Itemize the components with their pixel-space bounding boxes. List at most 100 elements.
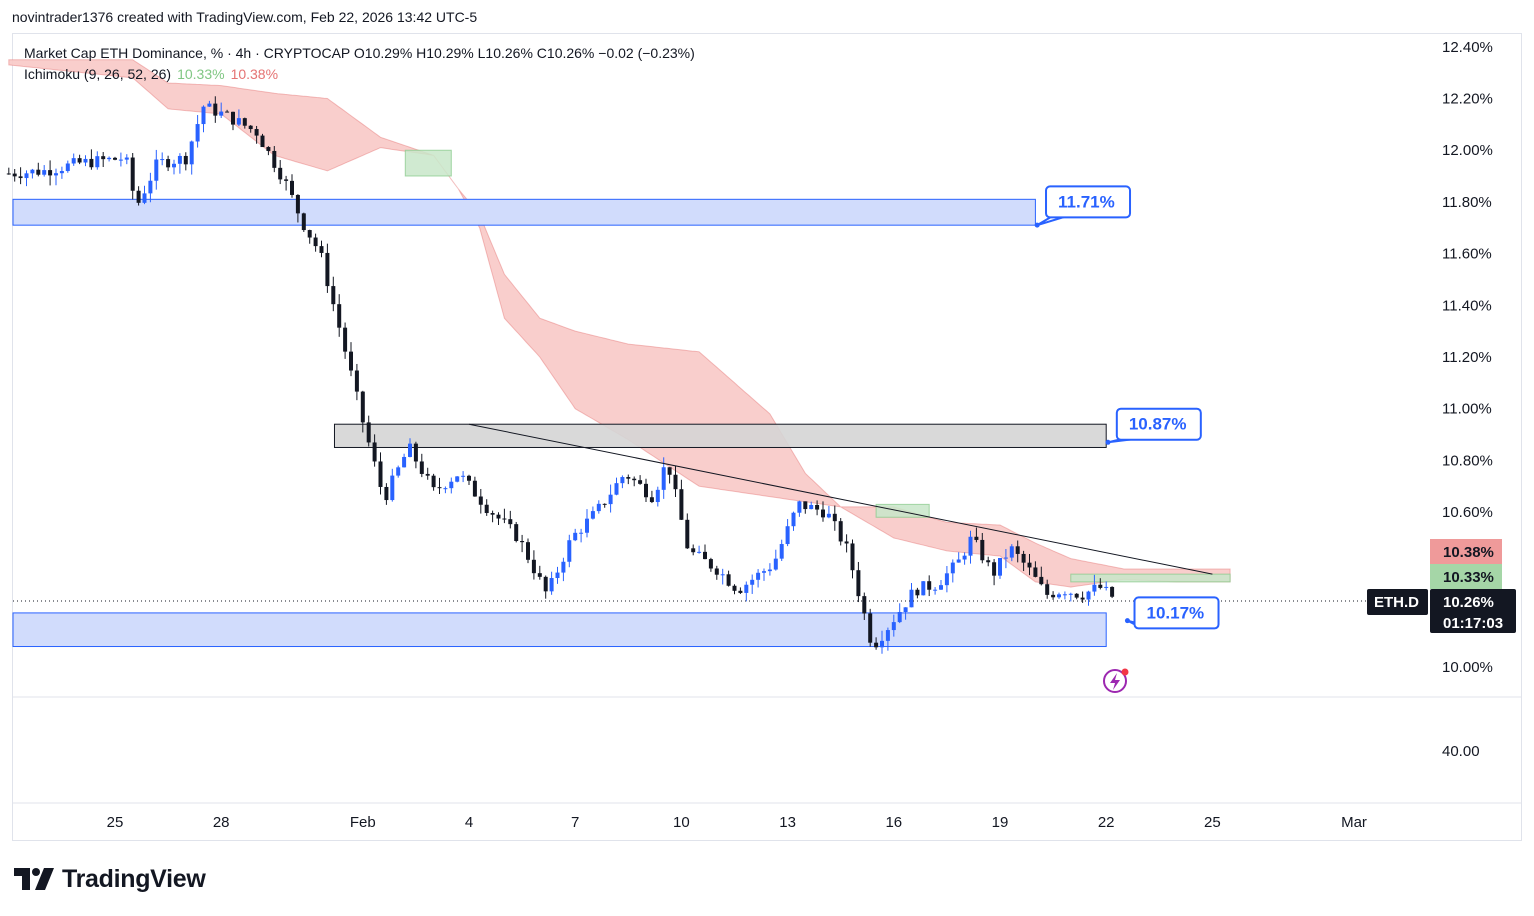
candle-body bbox=[360, 391, 365, 423]
x-tick-label: 28 bbox=[213, 814, 230, 831]
price-axis[interactable]: 12.40% 12.20% 12.00% 11.80% 11.60% 11.40% 11.2… bbox=[1442, 39, 1493, 676]
candle-body bbox=[644, 483, 648, 498]
candle-body bbox=[1074, 593, 1079, 598]
candle-body bbox=[1027, 562, 1032, 568]
candle-body bbox=[685, 519, 690, 549]
time-axis[interactable]: 25 28 Feb 4 7 10 13 16 19 22 25 Mar bbox=[107, 814, 1367, 831]
callout-box[interactable] bbox=[1115, 407, 1202, 441]
candle-body bbox=[89, 158, 94, 168]
candle-body bbox=[449, 481, 454, 489]
y-tick-label: 10.80% bbox=[1442, 452, 1493, 469]
ichimoku-cloud-bearish bbox=[8, 59, 1231, 588]
x-tick-label: 22 bbox=[1098, 814, 1115, 831]
indicator-value-2: 10.38% bbox=[230, 66, 279, 82]
candle-body bbox=[750, 579, 755, 585]
descending-trendline[interactable] bbox=[468, 423, 1213, 575]
y-tick-label: 12.40% bbox=[1442, 39, 1493, 56]
callout-label: 11.71% bbox=[1058, 192, 1115, 211]
candle-body bbox=[856, 570, 861, 597]
candle-body bbox=[195, 124, 200, 142]
candle-body bbox=[113, 157, 117, 160]
alert-lightning-icon[interactable] bbox=[1103, 668, 1129, 693]
candle-body bbox=[1110, 586, 1115, 597]
candle-body bbox=[1068, 593, 1073, 595]
support-zone-lower[interactable] bbox=[12, 612, 1107, 648]
resistance-zone-middle[interactable] bbox=[333, 423, 1107, 448]
x-tick-label: Feb bbox=[350, 814, 376, 831]
chart-frame bbox=[12, 33, 1522, 841]
candle-body bbox=[319, 246, 324, 253]
candle-body bbox=[354, 370, 359, 392]
candle-body bbox=[885, 630, 890, 641]
candle-body bbox=[42, 170, 47, 175]
candle-body bbox=[992, 562, 997, 576]
candle-body bbox=[756, 572, 761, 580]
candle-body bbox=[909, 589, 914, 608]
symbol-tag[interactable]: ETH.D bbox=[1367, 589, 1428, 615]
candle-body bbox=[107, 157, 112, 160]
candle-body bbox=[266, 147, 271, 151]
candle-body bbox=[325, 252, 330, 287]
candle-body bbox=[301, 213, 306, 231]
candle-body bbox=[408, 443, 412, 457]
callout-box[interactable] bbox=[1045, 185, 1132, 219]
candle-body bbox=[59, 171, 64, 174]
x-tick-label: 25 bbox=[107, 814, 124, 831]
candle-body bbox=[1039, 576, 1044, 585]
y-tick-label: 12.20% bbox=[1442, 91, 1493, 108]
candle-body bbox=[142, 193, 147, 203]
candle-body bbox=[1098, 584, 1103, 588]
candle-body bbox=[183, 155, 188, 165]
symbol-label: ETH.D bbox=[1374, 594, 1419, 611]
y-tick-label: 12.00% bbox=[1442, 142, 1493, 159]
x-tick-label: 7 bbox=[571, 814, 579, 831]
candle-body bbox=[260, 135, 265, 148]
candle-body bbox=[726, 574, 731, 586]
y-tick-label: 11.80% bbox=[1442, 194, 1492, 211]
candle-body bbox=[826, 513, 831, 518]
price-tag-span-a: 10.33% bbox=[1430, 564, 1502, 589]
candle-body bbox=[767, 569, 772, 572]
candle-body bbox=[30, 169, 35, 174]
callout-box[interactable] bbox=[1133, 596, 1220, 630]
candle-body bbox=[880, 640, 884, 648]
candle-body bbox=[514, 524, 519, 542]
candle-body bbox=[36, 169, 41, 175]
candle-body bbox=[124, 157, 129, 160]
candle-body bbox=[679, 489, 684, 520]
indicator-legend[interactable]: Ichimoku (9, 26, 52, 26) 10.33% 10.38% bbox=[24, 66, 278, 82]
candle-body bbox=[1062, 594, 1067, 596]
x-tick-label: 13 bbox=[779, 814, 796, 831]
candle-body bbox=[543, 576, 548, 592]
candle-body bbox=[419, 461, 424, 474]
candle-body bbox=[12, 173, 17, 177]
candle-body bbox=[655, 489, 660, 503]
resistance-zone-upper[interactable] bbox=[12, 198, 1036, 226]
y-tick-label: 11.40% bbox=[1442, 297, 1492, 314]
series-legend[interactable]: Market Cap ETH Dominance, % · 4h · CRYPT… bbox=[24, 45, 695, 61]
candle-body bbox=[974, 536, 979, 540]
candle-body bbox=[148, 180, 153, 194]
candle-body bbox=[632, 478, 637, 481]
candle-body bbox=[307, 230, 312, 238]
candle-body bbox=[1033, 567, 1038, 577]
candle-body bbox=[661, 467, 666, 490]
candle-body bbox=[83, 158, 88, 163]
candle-body bbox=[773, 558, 778, 570]
candle-body bbox=[697, 551, 702, 553]
candle-body bbox=[703, 551, 707, 560]
candle-body bbox=[956, 559, 961, 563]
callout-label: 10.87% bbox=[1129, 415, 1187, 434]
tradingview-logo[interactable]: TradingView bbox=[14, 862, 206, 896]
candle-body bbox=[272, 150, 277, 168]
callouts-group: 11.71% 10.87% 10.17% bbox=[1034, 185, 1220, 630]
candle-body bbox=[626, 477, 631, 479]
candle-body bbox=[413, 443, 418, 462]
candle-body bbox=[502, 518, 507, 520]
candle-body bbox=[295, 194, 300, 214]
candle-body bbox=[868, 613, 873, 643]
candle-body bbox=[1092, 584, 1097, 592]
indicator-name: Ichimoku (9, 26, 52, 26) bbox=[24, 66, 172, 82]
candle-body bbox=[378, 461, 383, 487]
